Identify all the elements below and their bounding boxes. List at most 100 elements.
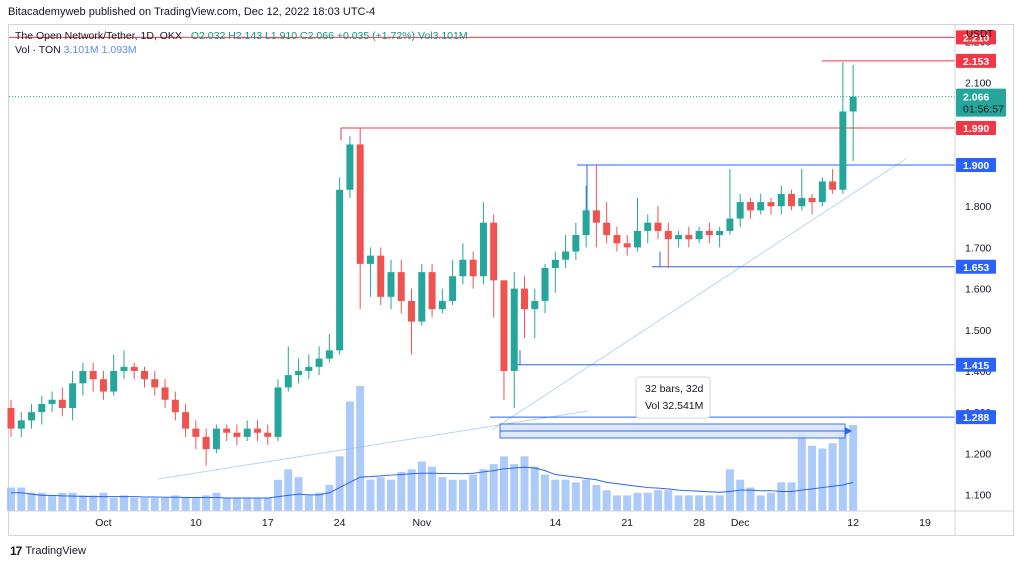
volume-bar [766,492,775,511]
volume-bar [17,487,26,511]
candles [7,62,857,466]
change-value: +0.035 (+1.72%) [336,30,416,42]
volume-bar [325,484,334,511]
volume-bar [592,484,601,511]
volume-bar [479,469,488,511]
volume-bar [263,497,272,511]
candle-body [551,259,559,268]
time-tick-label: Oct [95,517,111,529]
candle-body [510,288,518,371]
volume-bar [78,495,87,511]
volume-bar [243,497,252,511]
volume-bar [643,492,652,511]
volume-bar [695,495,704,511]
volume-bar [664,490,673,511]
volume-bar [119,495,128,511]
volume-bar [253,497,262,511]
candle-body [675,235,683,240]
volume-bar [561,479,570,511]
candle-body [726,218,734,231]
measure-arrowhead [845,427,852,435]
candle-body [644,222,652,231]
candle-body [182,412,190,429]
volume-bar [315,492,324,511]
candle-body [212,428,220,450]
measure-tool: 32 bars, 32d Vol 32.541M [499,376,852,439]
candle-body [366,255,374,264]
volume-bar [787,482,796,511]
candle-body [788,193,796,207]
volume-ma [11,466,854,499]
candle-body [17,420,25,429]
open-value: O2.032 [190,30,226,42]
volume-bar [674,495,683,511]
price-label-bg [956,53,996,68]
candle-body [305,366,313,371]
candle-body [48,399,56,404]
price-labels: 2.210 2.153 1.990 1.900 1.653 1.415 1.288 2.066… [956,30,1006,425]
volume-bars [7,386,858,511]
volume-bar [171,495,180,511]
candle-body [623,243,631,248]
candle-body [438,300,446,310]
candle-body [500,280,508,371]
volume-bar [715,495,724,511]
candle-body [141,370,149,380]
volume-bar [777,482,786,511]
candle-body [356,144,364,264]
candle-body [223,428,231,433]
candle-body [562,251,570,260]
time-tick-label: 24 [334,517,346,529]
candle-body [171,399,179,413]
candle-body [716,230,724,236]
candle-body [151,379,159,388]
volume-bar [397,471,406,511]
candle-body [346,144,354,190]
price-tick-label: 1.800 [965,201,991,213]
candle-body [7,408,15,429]
volume-bar [386,479,395,511]
candle-body [192,428,200,437]
price-label-bg [956,259,996,274]
volume-bar [469,474,478,511]
candle-body [38,403,46,413]
candle-body [849,96,857,112]
volume-bar [582,479,591,511]
volume-bar [541,474,550,511]
low-value: L1.910 [265,30,298,42]
volume-bar [838,432,847,511]
volume-bar [140,497,149,511]
volume-bar [818,448,827,511]
volume-bar [356,386,365,511]
candle-body [110,370,118,392]
price-label-1.900: 1.900 [963,160,989,172]
volume-bar [428,466,437,511]
volume-bar [150,497,159,511]
volume-bar [705,495,714,511]
volume-bar [571,482,580,511]
candle-body [521,288,528,310]
candle-body [58,399,66,409]
candle-body [746,202,754,211]
candle-body [325,350,333,359]
candle-body [808,197,816,203]
measure-bars-label: 32 bars, 32d [645,383,704,395]
volume-bar [499,456,508,511]
volume-bar [797,432,806,511]
volume-bar [746,487,755,511]
volume-bar [602,490,611,511]
time-tick-label: 10 [190,517,202,529]
countdown-label: 01:56:57 [963,104,1004,116]
candle-body [253,428,261,433]
volume-bar [222,497,231,511]
trendlines [157,157,908,480]
price-label-2.153: 2.153 [963,56,989,68]
price-tick-label: 1.100 [965,490,991,502]
volume-bar [849,425,858,511]
volume-bar [181,497,190,511]
close-value: C2.066 [300,30,334,42]
tradingview-logo-icon: 17 [10,544,22,558]
price-label-1.415: 1.415 [963,360,989,372]
volume-bar [212,492,221,511]
